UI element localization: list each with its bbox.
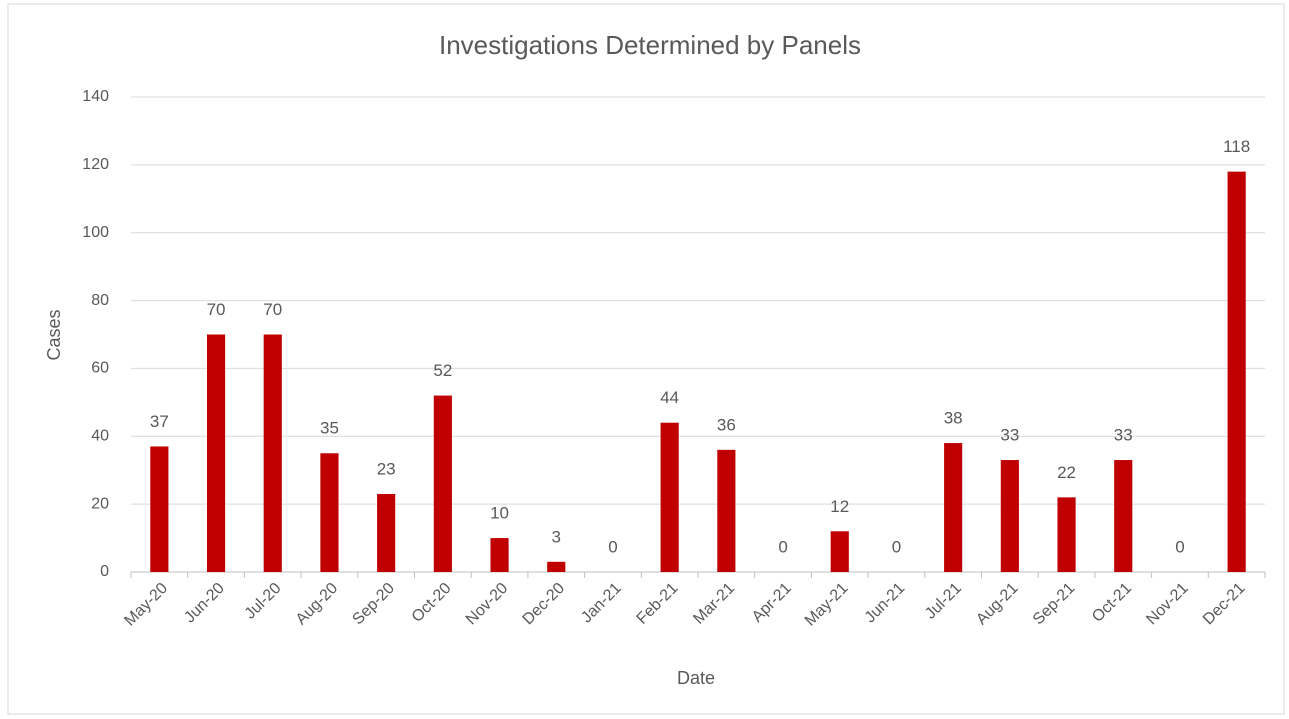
bar	[1057, 497, 1076, 572]
data-label: 3	[552, 527, 561, 546]
bar	[944, 443, 963, 572]
bar	[150, 446, 169, 572]
chart-title: Investigations Determined by Panels	[439, 30, 861, 60]
data-label: 0	[608, 537, 617, 556]
data-label: 38	[944, 409, 963, 428]
data-label: 0	[778, 537, 787, 556]
data-label: 118	[1223, 137, 1250, 156]
data-label: 37	[150, 412, 169, 431]
y-tick-label: 20	[91, 495, 109, 512]
data-label: 35	[320, 419, 339, 438]
y-tick-label: 40	[91, 428, 109, 445]
data-label: 70	[207, 300, 226, 319]
y-tick-label: 60	[91, 360, 109, 377]
y-tick-label: 140	[82, 88, 109, 105]
y-axis-label: Cases	[44, 309, 64, 360]
data-label: 33	[1000, 426, 1019, 445]
data-label: 52	[433, 361, 452, 380]
y-tick-label: 100	[82, 224, 109, 241]
data-label: 0	[1175, 537, 1184, 556]
data-label: 70	[263, 300, 282, 319]
bar	[433, 395, 452, 572]
bar	[490, 538, 509, 572]
bar	[263, 334, 282, 572]
data-label: 12	[830, 497, 849, 516]
bar	[1000, 460, 1019, 572]
data-label: 44	[660, 388, 679, 407]
y-tick-label: 120	[82, 156, 109, 173]
y-tick-label: 0	[100, 563, 109, 580]
bar	[830, 531, 849, 572]
bar	[717, 449, 736, 572]
data-label: 22	[1057, 463, 1076, 482]
data-label: 10	[490, 504, 509, 523]
bar	[320, 453, 339, 572]
bar	[206, 334, 226, 572]
y-tick-label: 80	[91, 292, 109, 309]
bar	[1114, 460, 1133, 572]
bar	[547, 561, 566, 572]
x-axis-label: Date	[677, 668, 715, 688]
bar	[377, 493, 396, 572]
data-label: 33	[1114, 426, 1133, 445]
data-label: 36	[717, 415, 736, 434]
data-label: 0	[892, 537, 901, 556]
data-label: 23	[377, 459, 396, 478]
bar	[660, 422, 679, 572]
bar	[1227, 171, 1246, 572]
